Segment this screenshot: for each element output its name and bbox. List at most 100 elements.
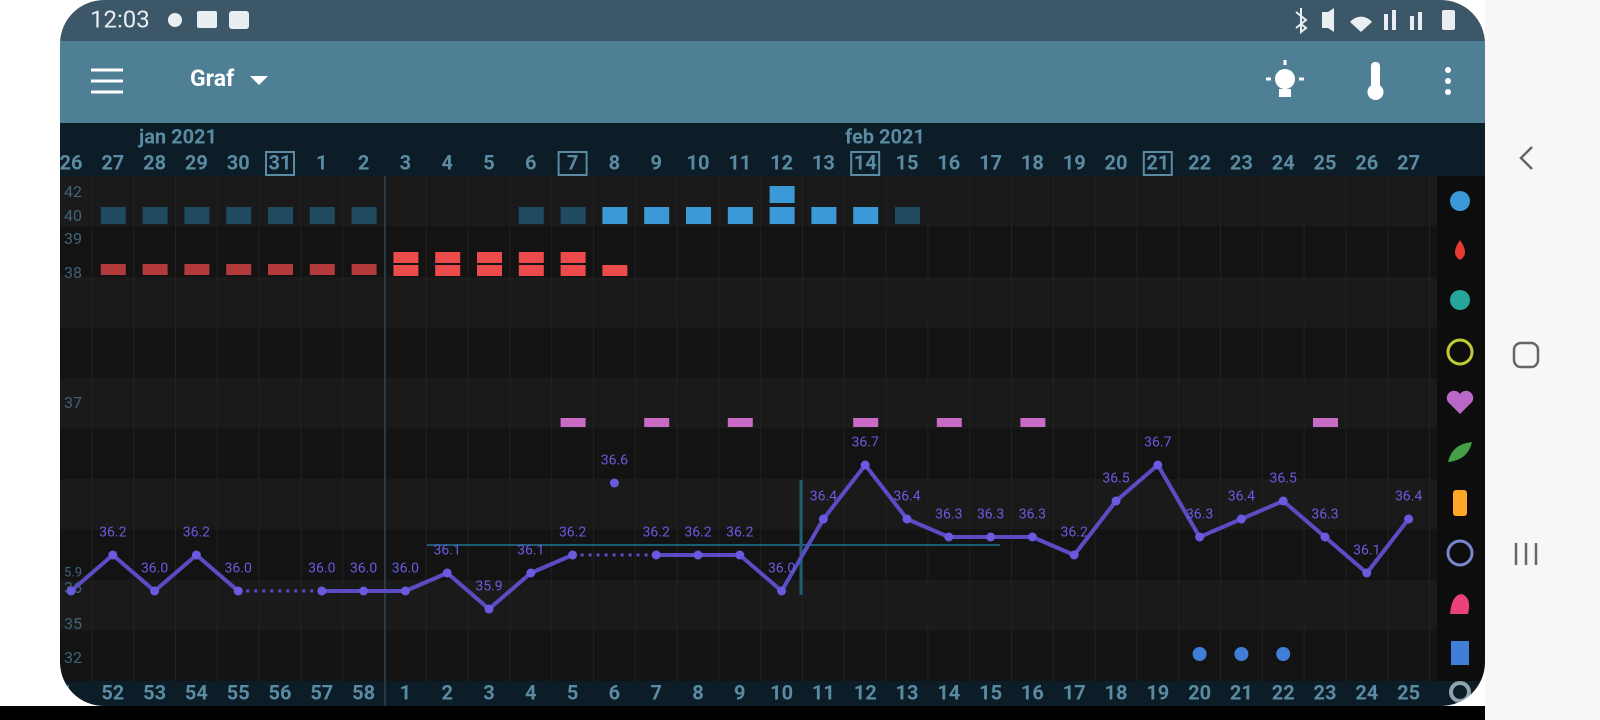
temperature-label: 36.3 xyxy=(1311,507,1338,523)
more-button[interactable] xyxy=(1445,67,1451,95)
day-label: 22 xyxy=(1188,150,1211,174)
cycle-day-label: 53 xyxy=(143,680,166,704)
symptom-marker xyxy=(769,207,795,224)
scale-label: 5.9 xyxy=(64,565,82,580)
temperature-label: 36.1 xyxy=(517,543,544,559)
category-icon xyxy=(1449,681,1471,703)
symptom-marker xyxy=(268,264,293,275)
day-label: 12 xyxy=(770,150,793,174)
temperature-label: 36.7 xyxy=(1144,435,1171,451)
cycle-day-label: 56 xyxy=(269,680,292,704)
temperature-label: 36.2 xyxy=(183,525,210,541)
day-label: 11 xyxy=(728,150,751,174)
day-label: 1 xyxy=(316,150,327,174)
temperature-point xyxy=(986,532,996,542)
day-label: 14 xyxy=(854,150,877,174)
temperature-label: 36.3 xyxy=(1186,507,1213,523)
temperature-point xyxy=(359,586,369,596)
day-label: 18 xyxy=(1021,150,1044,174)
temperature-point xyxy=(568,550,578,560)
symptom-marker xyxy=(142,264,168,275)
cycle-day-label: 5 xyxy=(567,680,578,704)
week-box xyxy=(557,151,588,176)
status-time: 12:03 xyxy=(90,5,150,33)
cycle-day-label: 57 xyxy=(310,680,333,704)
cycle-day-label: 24 xyxy=(1355,680,1378,704)
title-dropdown[interactable] xyxy=(250,76,268,85)
recents-button[interactable] xyxy=(1514,543,1538,565)
category-icon xyxy=(1448,442,1472,462)
back-button[interactable] xyxy=(1519,146,1533,170)
temperature-label: 36.0 xyxy=(768,561,795,577)
temperature-label: 36.5 xyxy=(1270,471,1297,487)
symptom-marker xyxy=(184,207,210,224)
temperature-label: 36.2 xyxy=(1061,525,1088,541)
temperature-point xyxy=(944,532,954,542)
category-icon xyxy=(1446,390,1474,414)
test-marker xyxy=(1192,647,1207,661)
cycle-day-label: 16 xyxy=(1021,680,1044,704)
symptom-marker xyxy=(226,264,252,275)
cycle-day-label: 10 xyxy=(770,680,793,704)
scale-label: 38 xyxy=(64,263,82,282)
light-button[interactable] xyxy=(1266,60,1304,97)
day-label: 23 xyxy=(1230,150,1253,174)
symptom-marker xyxy=(351,264,377,275)
symptom-marker xyxy=(184,264,210,275)
day-label: 26 xyxy=(60,150,83,174)
day-label: 9 xyxy=(650,150,661,174)
temperature-point xyxy=(818,514,828,524)
home-button[interactable] xyxy=(1512,341,1540,369)
cycle-day-label: 55 xyxy=(227,680,250,704)
temperature-point xyxy=(1278,496,1288,506)
excluded-point xyxy=(609,478,619,488)
day-label: 7 xyxy=(567,150,578,174)
symptom-marker xyxy=(560,207,586,224)
symptom-marker xyxy=(477,265,502,276)
temperature-point xyxy=(108,550,118,560)
bottom-edge xyxy=(0,706,1485,720)
thermometer-button[interactable] xyxy=(1367,62,1384,100)
cycle-day-label: 7 xyxy=(650,680,661,704)
day-label: 8 xyxy=(609,150,620,174)
week-box xyxy=(265,151,295,176)
menu-button[interactable] xyxy=(91,68,123,94)
day-label: 17 xyxy=(979,150,1002,174)
cycle-day-label: 12 xyxy=(854,680,877,704)
symptom-marker xyxy=(811,207,837,224)
app-title[interactable]: Graf xyxy=(190,65,235,92)
day-label: 10 xyxy=(687,150,710,174)
symptom-marker xyxy=(100,207,126,224)
day-label: 21 xyxy=(1146,150,1169,174)
band xyxy=(60,580,1437,631)
day-label: 26 xyxy=(1355,150,1378,174)
symptom-marker xyxy=(435,252,461,263)
symptom-marker xyxy=(142,207,168,224)
cycle-day-label: 21 xyxy=(1230,680,1253,704)
cycle-day-label: 1 xyxy=(400,680,411,704)
cycle-day-label: 17 xyxy=(1063,680,1086,704)
symptom-marker xyxy=(268,207,293,224)
symptom-marker xyxy=(644,207,670,224)
category-icon xyxy=(1455,240,1465,260)
band xyxy=(60,479,1437,530)
scale-label: 37 xyxy=(64,393,82,412)
symptom-marker xyxy=(226,207,252,224)
symptom-marker xyxy=(351,207,377,224)
scale-label: 40 xyxy=(64,206,82,225)
cycle-day-footer xyxy=(60,681,1485,706)
test-marker xyxy=(1276,647,1291,661)
cycle-day-label: 6 xyxy=(609,680,620,704)
temperature-point xyxy=(400,586,410,596)
temperature-label: 36.2 xyxy=(559,525,586,541)
mucus-marker xyxy=(1020,418,1046,427)
status-icons xyxy=(168,8,1455,35)
cycle-day-label: 19 xyxy=(1146,680,1169,704)
scale-label: 39 xyxy=(64,229,82,248)
temperature-point xyxy=(1404,514,1414,524)
temperature-point xyxy=(1320,532,1330,542)
day-label: 4 xyxy=(441,150,452,174)
scale-label: 32 xyxy=(64,648,82,667)
temperature-label: 36.0 xyxy=(350,561,377,577)
